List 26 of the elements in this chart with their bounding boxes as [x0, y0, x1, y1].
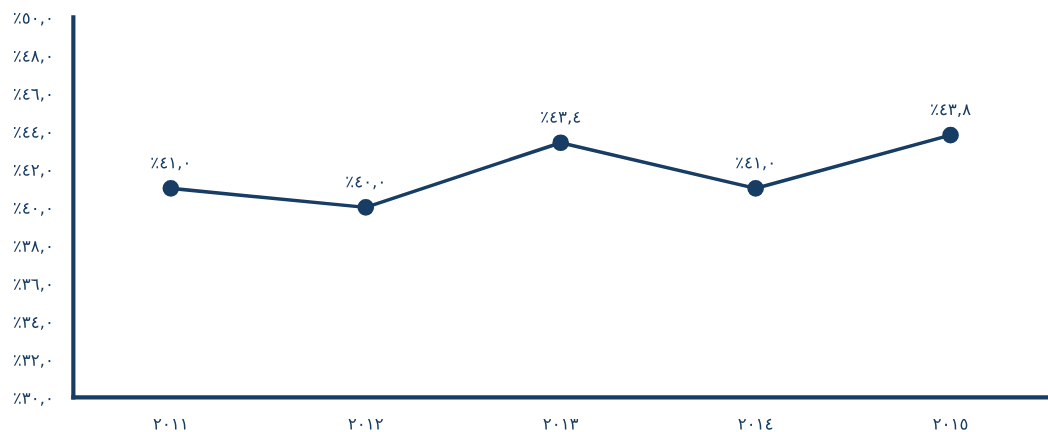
point: [552, 134, 570, 152]
y-tick-label: ٪٣٠,٠: [13, 393, 51, 406]
x-tick-label: ٢٠١١: [153, 418, 186, 430]
y-tick-label: ٪٣٦,٠: [13, 279, 51, 292]
x-tick-label: ٢٠١٤: [738, 418, 773, 430]
x-tick-label: ٢٠١٢: [348, 418, 383, 430]
data-label: ٪٤٣,٨: [931, 104, 971, 117]
y-tick-label: ٪٤٤,٠: [13, 126, 51, 140]
point: [747, 180, 764, 197]
x-tick-label: ٢٠١٥: [933, 418, 968, 430]
y-tick-label: ٪٥٠,٠: [13, 12, 51, 26]
y-tick-label: ٪٤٢,٠: [13, 165, 51, 178]
point: [162, 180, 180, 197]
y-tick-label: ٪٣٤,٠: [13, 317, 51, 330]
data-label: ٪٤١,٠: [151, 157, 188, 171]
y-tick-label: ٪٤٠,٠: [13, 203, 51, 216]
data-label: ٪٤٣,٤: [541, 111, 580, 125]
point: [942, 126, 959, 144]
y-tick-label: ٪٤٨,٠: [13, 50, 51, 64]
x-tick-label: ٢٠١٣: [543, 418, 579, 430]
y-tick-label: ٪٤٦,٠: [13, 88, 51, 102]
data-label: ٪٤١,٠: [736, 157, 773, 171]
data-label: ٪٤٠,٠: [346, 176, 383, 190]
y-tick-label: ٪٣٢,٠: [13, 355, 51, 368]
point: [357, 199, 375, 216]
y-tick-label: ٪٣٨,٠: [13, 241, 51, 254]
